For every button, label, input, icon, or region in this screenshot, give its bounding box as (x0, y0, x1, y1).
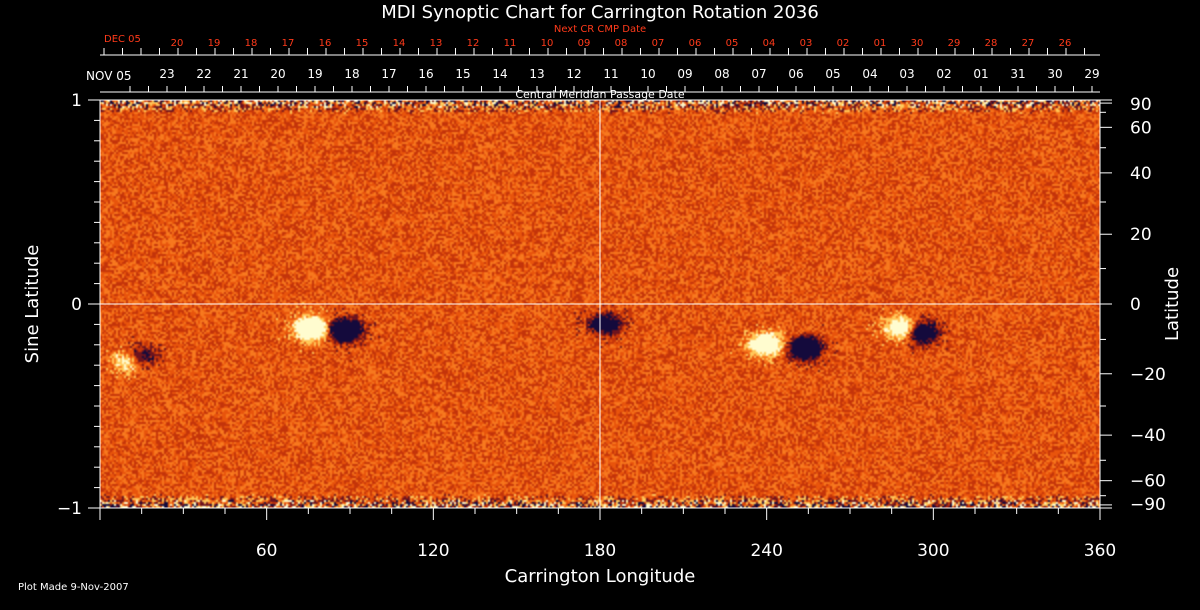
y-axis-right-label: Latitude (1162, 267, 1183, 341)
y-axis-left-label: Sine Latitude (22, 245, 43, 364)
top-axis-next-cmp: Next CR CMP Date DEC 05 20 19 18 17 16 15 14 13… (100, 24, 1100, 56)
top-axis-2-label: 05 (825, 67, 840, 81)
top-axis-2-title: Central Meridian Passage Date (515, 88, 684, 101)
y-right-tick-label: 0 (1130, 295, 1141, 315)
top-axis-1-label: 11 (504, 38, 517, 49)
top-axis-2-label: 10 (640, 67, 655, 81)
top-axis-2-label: 29 (1084, 67, 1099, 81)
top-axis-2-label: 04 (862, 67, 877, 81)
x-tick-label: 120 (417, 541, 449, 561)
top-axis-2-label: 16 (418, 67, 433, 81)
top-axis-1-label: 29 (948, 38, 961, 49)
top-axis-1-label: 20 (171, 38, 184, 49)
top-axis-2-label: 03 (899, 67, 914, 81)
x-tick-label: 60 (256, 541, 278, 561)
top-axis-2-label: 21 (233, 67, 248, 81)
top-axis-2-label: 31 (1010, 67, 1025, 81)
top-axis-1-label: 18 (245, 38, 258, 49)
top-axis-1-label: 16 (319, 38, 332, 49)
top-axis-2-label: 11 (603, 67, 618, 81)
top-axis-cmp: NOV 05 Central Meridian Passage Date 23 2… (86, 67, 1100, 101)
x-tick-label: 360 (1084, 541, 1116, 561)
x-tick-label: 240 (750, 541, 782, 561)
top-axis-2-label: 17 (381, 67, 396, 81)
top-axis-1-label: 09 (578, 38, 591, 49)
top-axis-2-label: 22 (196, 67, 211, 81)
top-axis-1-title: Next CR CMP Date (554, 24, 646, 35)
top-axis-1-label: 30 (911, 38, 924, 49)
top-axis-1-label: 28 (985, 38, 998, 49)
top-axis-2-label: 20 (270, 67, 285, 81)
top-axis-1-label: 26 (1059, 38, 1072, 49)
top-axis-1-label: 13 (430, 38, 443, 49)
y-axis-left: −1 0 1 (57, 91, 100, 519)
top-axis-1-label: 04 (763, 38, 776, 49)
top-axis-2-label: 23 (159, 67, 174, 81)
plot-made-label: Plot Made 9-Nov-2007 (18, 582, 129, 593)
y-right-tick-label: 40 (1130, 164, 1152, 184)
y-left-tick-label: 1 (71, 91, 82, 111)
top-axis-2-start-label: NOV 05 (86, 69, 132, 83)
y-right-tick-label: 60 (1130, 118, 1152, 138)
top-axis-2-label: 18 (344, 67, 359, 81)
x-tick-label: 300 (917, 541, 949, 561)
top-axis-1-label: 19 (208, 38, 221, 49)
top-axis-2-label: 30 (1047, 67, 1062, 81)
top-axis-2-label: 09 (677, 67, 692, 81)
top-axis-1-label: 10 (541, 38, 554, 49)
top-axis-1-label: 14 (393, 38, 406, 49)
top-axis-1-label: 17 (282, 38, 295, 49)
top-axis-2-label: 02 (936, 67, 951, 81)
top-axis-1-label: 01 (874, 38, 887, 49)
y-right-tick-label: −90 (1130, 495, 1166, 515)
top-axis-1-label: 02 (837, 38, 850, 49)
x-axis-label: Carrington Longitude (505, 566, 696, 587)
y-left-tick-label: 0 (71, 295, 82, 315)
top-axis-1-label: 12 (467, 38, 480, 49)
top-axis-2-label: 19 (307, 67, 322, 81)
top-axis-1-label: 06 (689, 38, 702, 49)
y-right-tick-label: −20 (1130, 365, 1166, 385)
top-axis-2-label: 07 (751, 67, 766, 81)
top-axis-2-label: 13 (529, 67, 544, 81)
x-tick-label: 180 (584, 541, 616, 561)
top-axis-2-label: 14 (492, 67, 507, 81)
top-axis-1-label: 03 (800, 38, 813, 49)
plot-area (99, 99, 1101, 509)
chart-title: MDI Synoptic Chart for Carrington Rotati… (381, 2, 819, 23)
x-axis: 60 120 180 240 300 360 (99, 508, 1116, 561)
y-right-tick-label: −60 (1130, 472, 1166, 492)
y-left-tick-label: −1 (57, 499, 82, 519)
top-axis-1-label: 07 (652, 38, 665, 49)
y-right-tick-label: 90 (1130, 95, 1152, 115)
top-axis-1-start-label: DEC 05 (104, 34, 141, 45)
y-right-tick-label: −40 (1130, 426, 1166, 446)
top-axis-1-label: 08 (615, 38, 628, 49)
top-axis-2-label: 12 (566, 67, 581, 81)
top-axis-2-label: 08 (714, 67, 729, 81)
top-axis-2-label: 15 (455, 67, 470, 81)
top-axis-2-label: 01 (973, 67, 988, 81)
top-axis-2-label: 06 (788, 67, 803, 81)
y-axis-right: 90 60 40 20 0 −20 −40 −60 −90 (1100, 95, 1166, 515)
top-axis-1-label: 27 (1022, 38, 1035, 49)
top-axis-1-label: 15 (356, 38, 369, 49)
top-axis-1-label: 05 (726, 38, 739, 49)
y-right-tick-label: 20 (1130, 225, 1152, 245)
